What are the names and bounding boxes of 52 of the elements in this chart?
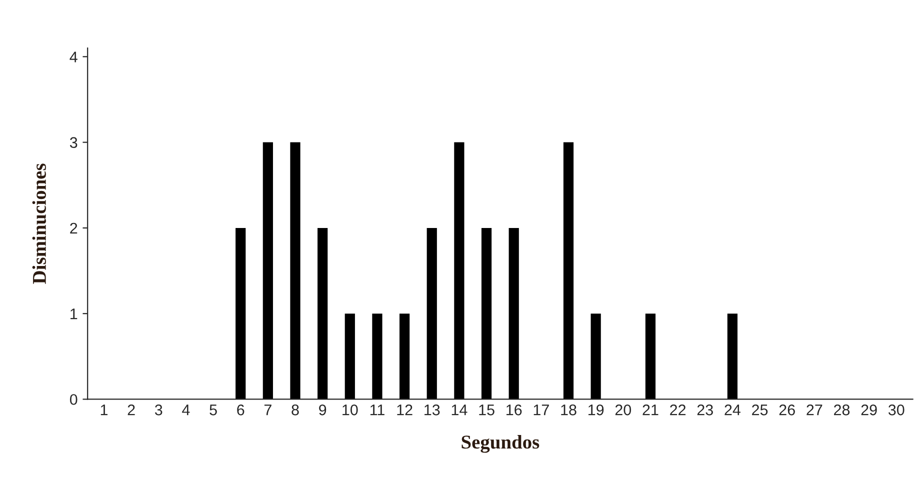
x-tick-label: 12 <box>397 404 412 416</box>
x-tick-label: 11 <box>370 404 384 416</box>
x-tick-label: 30 <box>888 404 904 416</box>
x-tick-label: 17 <box>534 404 549 416</box>
bar <box>481 228 492 400</box>
x-tick-label: 21 <box>642 404 658 416</box>
x-tick-label: 2 <box>128 404 135 416</box>
y-tick-label: 2 <box>70 222 78 234</box>
x-tick-label: 10 <box>342 404 358 416</box>
x-tick-label: 6 <box>237 404 244 416</box>
bar <box>563 142 574 400</box>
x-tick-label: 25 <box>752 404 768 416</box>
y-tick-label: 4 <box>70 52 78 62</box>
y-axis-title: Disminuciones <box>32 164 46 284</box>
bar <box>372 314 382 400</box>
y-tick-label: 1 <box>70 308 78 320</box>
x-tick-label: 9 <box>319 404 326 416</box>
x-tick-label: 3 <box>154 404 162 416</box>
x-tick-label: 7 <box>264 404 272 416</box>
y-tick-label: 0 <box>70 394 78 405</box>
bar <box>590 314 601 400</box>
x-tick-label: 20 <box>615 404 632 416</box>
bar <box>262 142 273 400</box>
x-tick-label: 24 <box>724 404 740 416</box>
x-tick-label: 16 <box>506 404 522 416</box>
x-tick-label: 4 <box>182 404 190 416</box>
bar <box>454 142 464 400</box>
x-tick-label: 26 <box>779 404 795 416</box>
bar <box>508 228 519 400</box>
bar <box>344 314 355 400</box>
x-tick-label: 14 <box>452 404 468 416</box>
x-tick-label: 13 <box>424 404 440 416</box>
bar <box>290 142 300 400</box>
x-tick-label: 15 <box>479 404 494 416</box>
bar <box>426 228 437 400</box>
bar <box>645 314 656 400</box>
bar <box>399 314 410 400</box>
x-tick-label: 18 <box>561 404 576 416</box>
bar <box>236 228 246 400</box>
x-tick-label: 29 <box>861 404 877 416</box>
x-tick-label: 8 <box>292 404 299 416</box>
x-tick-label: 23 <box>697 404 713 416</box>
bar <box>727 314 738 400</box>
x-tick-label: 28 <box>834 404 850 416</box>
x-axis-title: Segundos <box>462 435 540 453</box>
x-tick-label: 27 <box>806 404 822 416</box>
x-tick-label: 5 <box>210 404 217 416</box>
x-tick-label: 1 <box>100 404 108 416</box>
bar <box>318 228 328 400</box>
x-tick-label: 22 <box>670 404 686 416</box>
y-tick-label: 3 <box>70 137 78 148</box>
x-tick-label: 19 <box>588 404 604 416</box>
